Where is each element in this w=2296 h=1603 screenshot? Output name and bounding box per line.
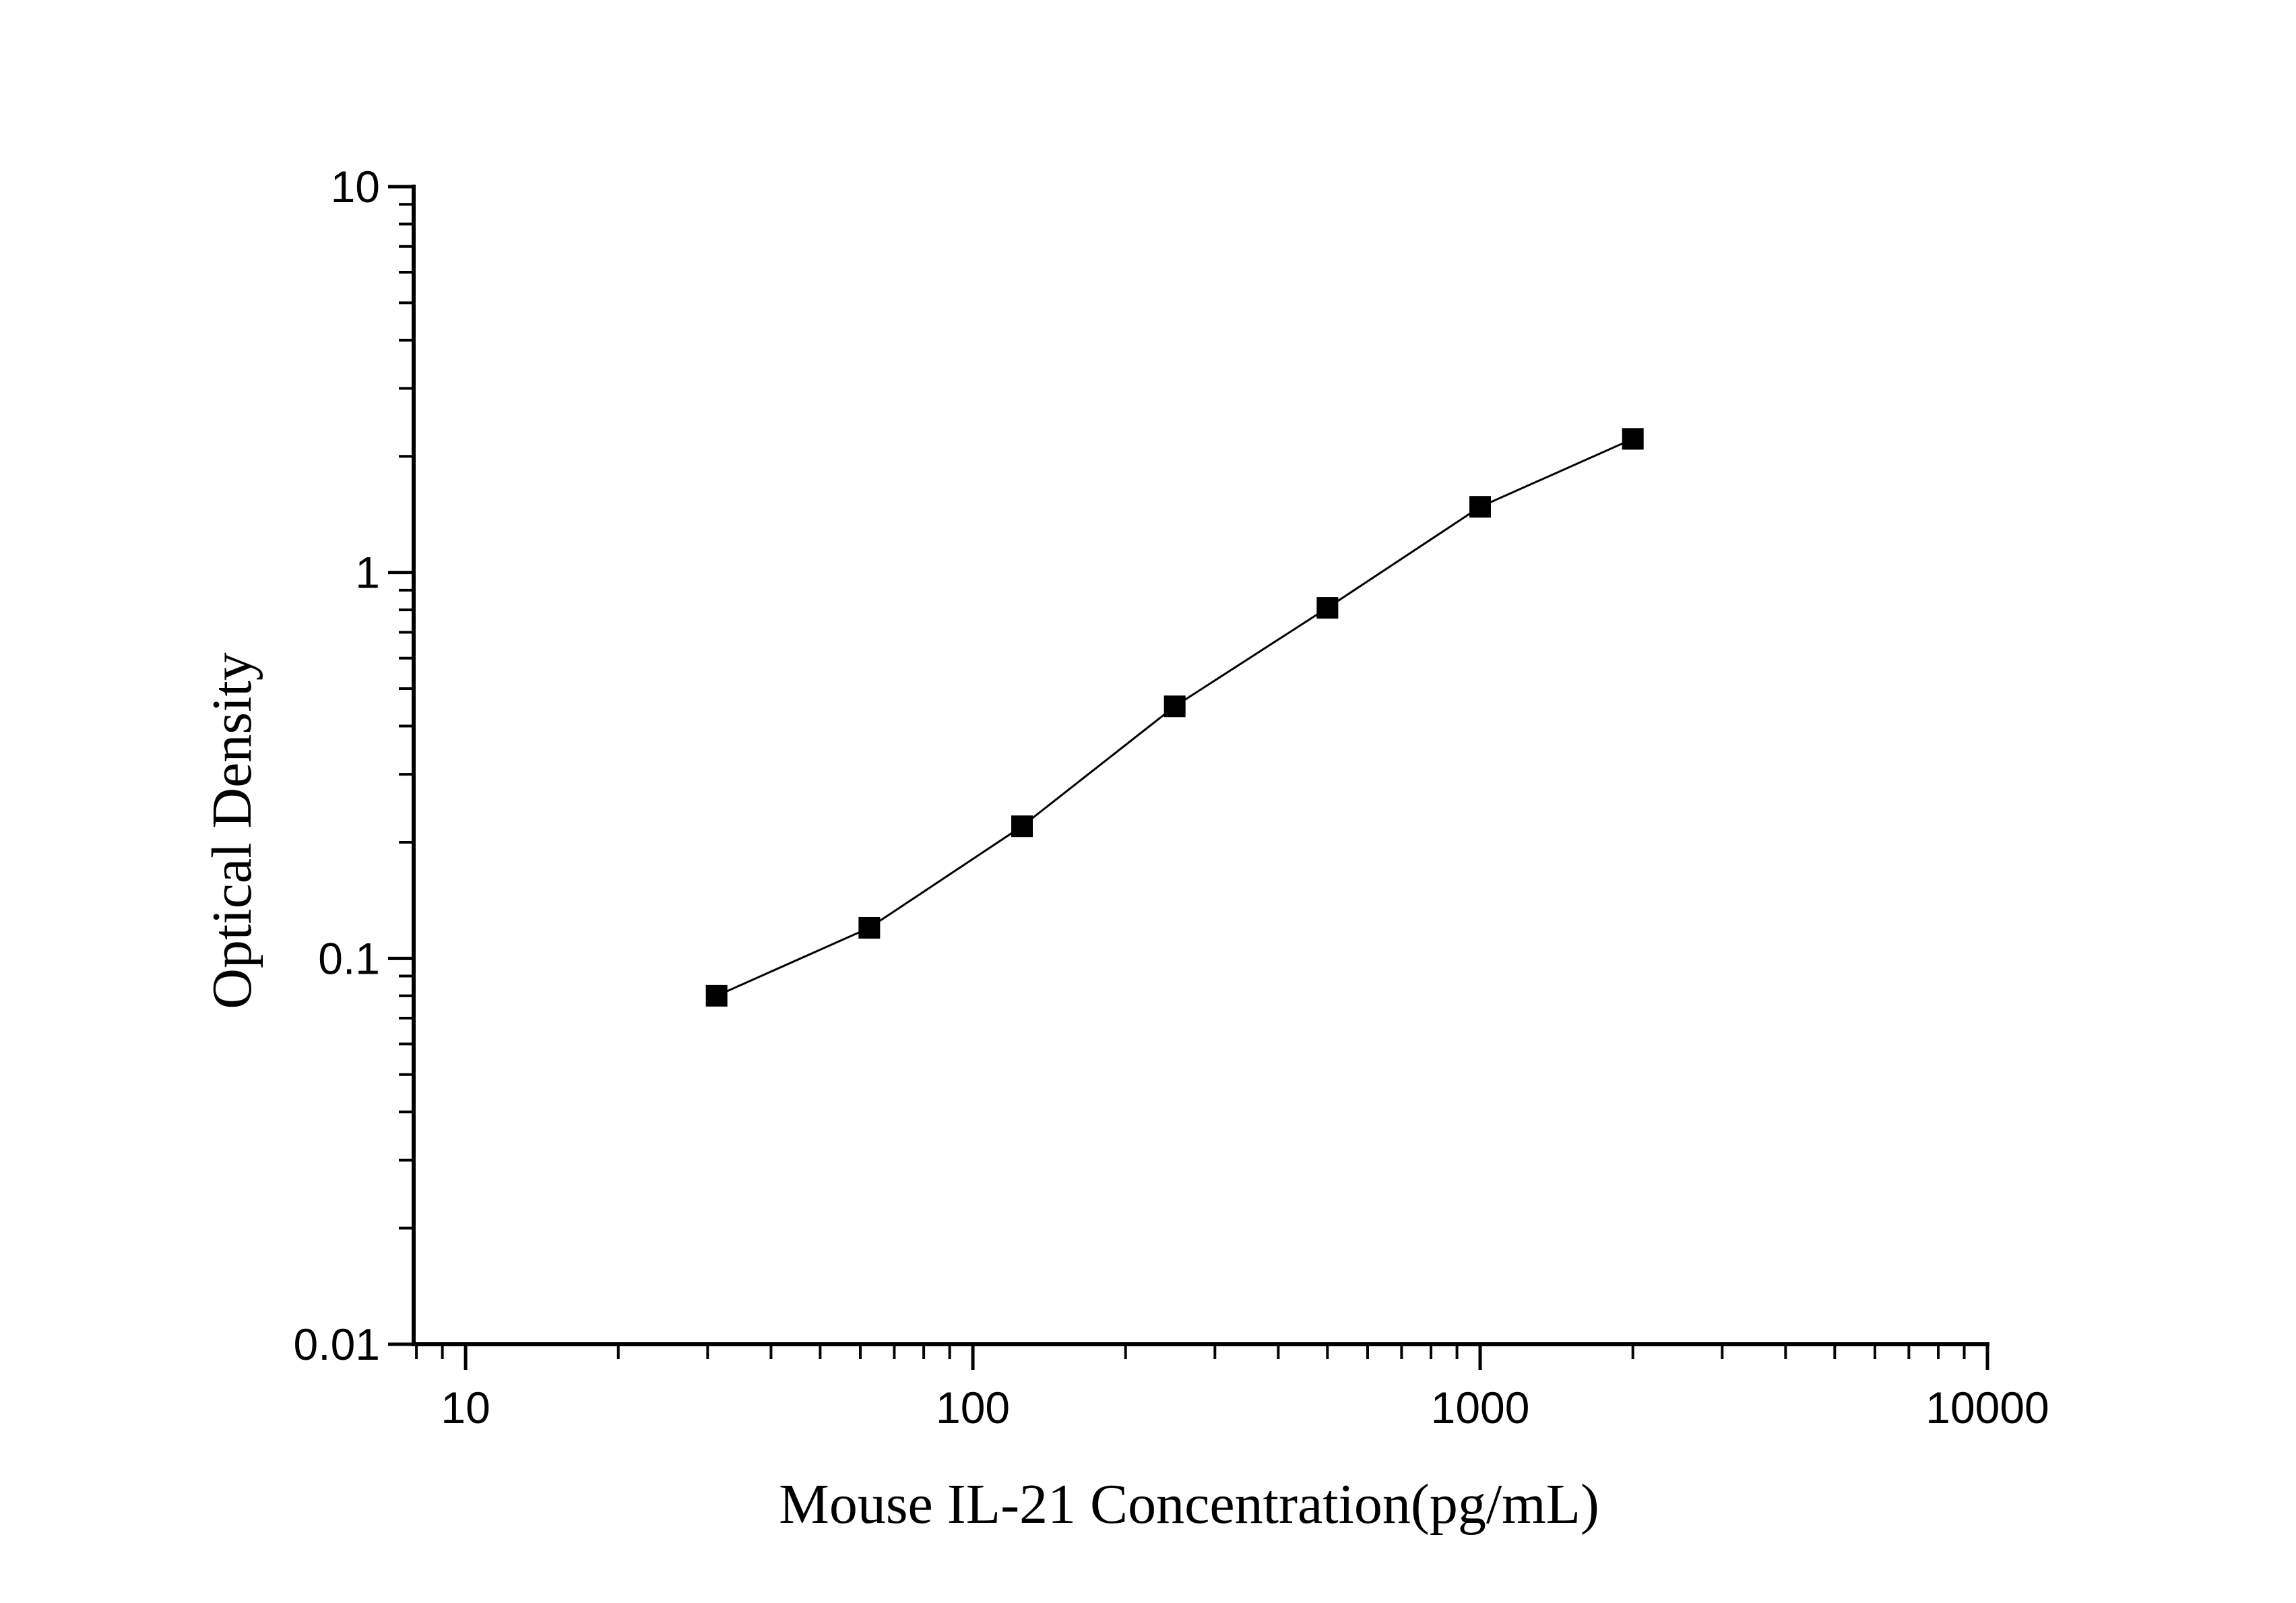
data-point (1163, 695, 1186, 718)
minor-ticks (399, 203, 1966, 1359)
x-tick-label: 100 (936, 1383, 1010, 1433)
data-point (1316, 597, 1339, 619)
y-axis-title: Optical Density (201, 652, 263, 1009)
x-tick-label: 10000 (1925, 1383, 2049, 1433)
data-point (1469, 496, 1492, 518)
y-tick-label: 0.01 (294, 1319, 380, 1369)
x-axis-title: Mouse IL-21 Concentration(pg/mL) (779, 1473, 1599, 1536)
major-ticks (388, 185, 1989, 1370)
x-tick-label: 10 (441, 1383, 490, 1433)
data-point (1011, 815, 1033, 838)
tick-labels: 0.01 0.1 1 10 10 100 1000 10000 (294, 162, 2049, 1433)
y-tick-label: 1 (355, 548, 380, 598)
data-point (1622, 428, 1644, 450)
axes (412, 185, 1989, 1346)
data-point (858, 916, 881, 939)
y-tick-label: 0.1 (318, 933, 380, 983)
y-tick-label: 10 (331, 162, 380, 212)
data-point (705, 984, 728, 1007)
series-layer (705, 428, 1644, 1007)
x-tick-label: 1000 (1431, 1383, 1530, 1433)
